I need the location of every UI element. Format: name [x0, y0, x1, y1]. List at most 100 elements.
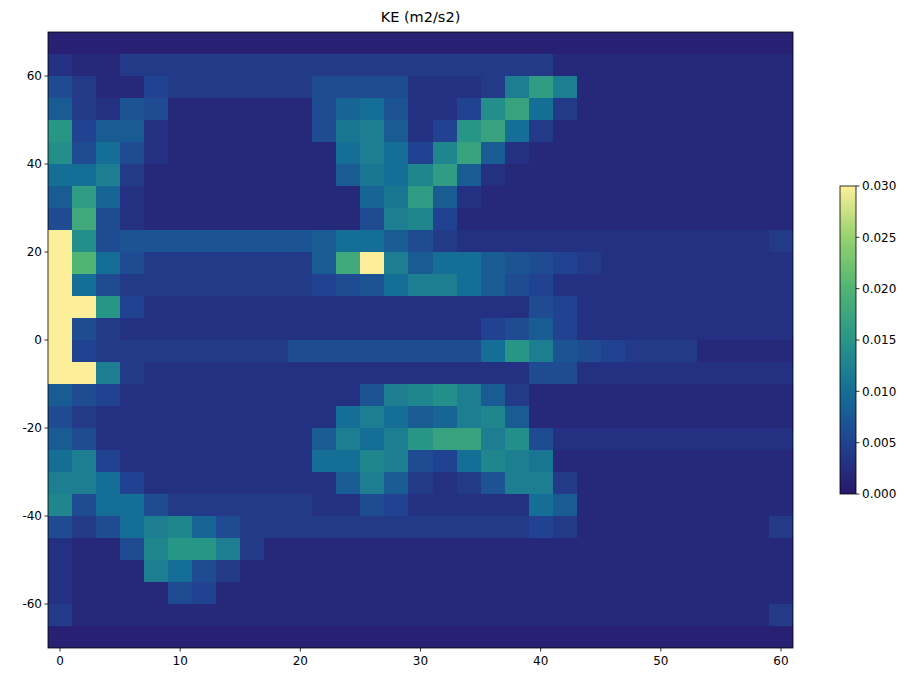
heat-cell: [505, 494, 530, 517]
heat-cell: [649, 274, 674, 297]
heat-cell: [216, 208, 241, 231]
heat-cell: [433, 252, 458, 275]
heat-cell: [505, 208, 530, 231]
heat-cell: [144, 626, 169, 648]
heat-cell: [312, 76, 337, 99]
heat-cell: [745, 582, 770, 605]
heat-cell: [721, 120, 746, 143]
heat-cell: [96, 450, 121, 473]
heat-cell: [457, 296, 482, 319]
heat-cell: [769, 626, 793, 648]
heat-cell: [192, 428, 217, 451]
heat-cell: [601, 274, 626, 297]
heat-cell: [721, 208, 746, 231]
heat-cell: [384, 274, 409, 297]
heat-cell: [529, 252, 554, 275]
heat-cell: [601, 406, 626, 429]
heat-cell: [312, 32, 337, 55]
heat-cell: [312, 560, 337, 583]
heat-cell: [144, 296, 169, 319]
heat-cell: [336, 428, 361, 451]
heat-cell: [505, 54, 530, 77]
heat-cell: [48, 164, 73, 187]
heat-cell: [264, 230, 289, 253]
heat-cell: [72, 516, 97, 539]
heat-cell: [505, 296, 530, 319]
heat-cell: [529, 472, 554, 495]
heat-cell: [384, 538, 409, 561]
heat-cell: [601, 54, 626, 77]
heat-cell: [745, 318, 770, 341]
heat-cell: [288, 626, 313, 648]
heat-cell: [457, 472, 482, 495]
heat-cell: [553, 186, 578, 209]
heat-cell: [769, 32, 793, 55]
heat-cell: [577, 428, 602, 451]
heat-cell: [697, 538, 722, 561]
heat-cell: [48, 516, 73, 539]
heat-cell: [168, 626, 193, 648]
heat-cell: [769, 340, 793, 363]
heat-cell: [360, 230, 385, 253]
heat-cell: [529, 32, 554, 55]
heat-cell: [384, 142, 409, 165]
heat-cell: [168, 560, 193, 583]
heat-cell: [192, 604, 217, 627]
heat-cell: [673, 406, 698, 429]
heat-cell: [288, 230, 313, 253]
heat-cell: [240, 626, 265, 648]
heat-cell: [505, 318, 530, 341]
heat-cell: [577, 516, 602, 539]
heat-cell: [384, 560, 409, 583]
heat-cell: [505, 32, 530, 55]
heat-cell: [96, 274, 121, 297]
heat-cell: [769, 384, 793, 407]
heat-cell: [673, 560, 698, 583]
heat-cell: [649, 120, 674, 143]
heat-cell: [96, 582, 121, 605]
heat-cell: [721, 450, 746, 473]
heat-cell: [336, 516, 361, 539]
heat-cell: [745, 186, 770, 209]
heat-cell: [96, 76, 121, 99]
heat-cell: [264, 164, 289, 187]
heat-cell: [433, 142, 458, 165]
heat-cell: [216, 494, 241, 517]
heat-cell: [312, 582, 337, 605]
heat-cell: [360, 582, 385, 605]
heat-cell: [288, 54, 313, 77]
heat-cell: [192, 406, 217, 429]
heat-cell: [72, 318, 97, 341]
x-tick-label: 20: [293, 654, 308, 668]
heat-cell: [745, 538, 770, 561]
heat-cell: [144, 384, 169, 407]
heat-cell: [769, 274, 793, 297]
heat-cell: [408, 340, 433, 363]
heat-cell: [505, 384, 530, 407]
heat-cell: [72, 340, 97, 363]
heat-cell: [144, 76, 169, 99]
heat-cell: [745, 120, 770, 143]
heat-cell: [673, 318, 698, 341]
heat-cell: [96, 428, 121, 451]
heat-cell: [721, 516, 746, 539]
y-tick: [45, 252, 49, 253]
heat-cell: [72, 274, 97, 297]
heat-cell: [264, 186, 289, 209]
heat-cell: [649, 230, 674, 253]
heat-cell: [553, 120, 578, 143]
heat-cell: [312, 428, 337, 451]
heat-cell: [433, 274, 458, 297]
heat-cell: [433, 406, 458, 429]
heat-cell: [601, 76, 626, 99]
heat-cell: [433, 98, 458, 121]
heat-cell: [577, 560, 602, 583]
heat-cell: [96, 538, 121, 561]
heat-cell: [697, 450, 722, 473]
heat-cell: [505, 472, 530, 495]
heat-cell: [481, 604, 506, 627]
heat-cell: [288, 428, 313, 451]
heat-cell: [72, 230, 97, 253]
heat-cell: [769, 186, 793, 209]
heat-cell: [336, 340, 361, 363]
